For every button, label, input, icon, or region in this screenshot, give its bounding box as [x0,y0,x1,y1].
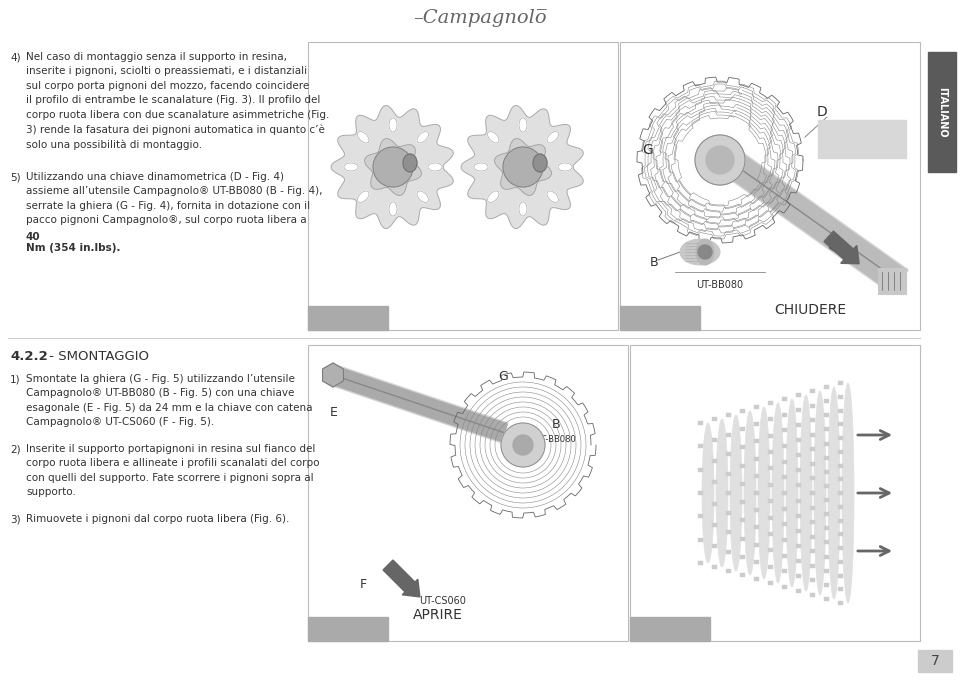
Text: 5): 5) [10,172,20,182]
Ellipse shape [680,239,720,265]
Bar [754,456,759,460]
Bar [712,523,717,527]
Bar [818,120,906,158]
Bar [768,581,773,585]
Bar [838,546,843,550]
Bar [698,514,703,518]
Bar [726,491,731,495]
Bar [754,508,759,512]
Text: Utilizzando una chiave dinamometrica (D - Fig. 4)
assieme all’utensile Campagnol: Utilizzando una chiave dinamometrica (D … [26,172,323,225]
Bar [754,560,759,564]
Bar [796,393,801,397]
Bar [726,569,731,573]
Ellipse shape [814,391,826,595]
Ellipse shape [744,411,756,575]
Bar [712,417,717,421]
Ellipse shape [417,191,428,203]
Bar [810,579,815,583]
Bar [824,568,829,573]
Bar [630,345,920,641]
Bar [824,385,829,389]
Bar [782,491,787,495]
Bar [796,454,801,458]
Bar [726,432,731,437]
Bar [838,518,843,522]
Bar [824,470,829,474]
Bar [620,306,700,330]
Bar [740,427,745,431]
Bar [726,549,731,554]
Bar [740,500,745,504]
Bar [754,439,759,443]
Bar [782,444,787,448]
Bar [740,555,745,559]
Bar [620,42,920,330]
Bar [838,491,843,495]
Ellipse shape [488,191,499,203]
Bar [810,403,815,407]
Polygon shape [331,105,453,228]
Bar [768,548,773,552]
Bar [838,436,843,440]
Text: 2): 2) [10,444,20,454]
Ellipse shape [772,403,784,583]
FancyArrow shape [383,560,420,597]
Bar [838,573,843,577]
Text: UT-BB080: UT-BB080 [696,280,744,290]
Ellipse shape [403,154,417,172]
Bar [796,408,801,412]
Bar [918,650,952,672]
Text: ITALIANO: ITALIANO [937,86,947,137]
Bar [838,464,843,468]
Ellipse shape [488,132,499,143]
Bar [810,447,815,452]
Bar [782,413,787,417]
Bar [768,450,773,454]
Text: UT-BB080: UT-BB080 [536,435,576,445]
Bar [810,389,815,393]
Bar [796,513,801,517]
Bar [810,520,815,524]
Bar [754,543,759,547]
Bar [740,409,745,413]
Bar [810,505,815,509]
Bar [740,445,745,449]
Bar [712,565,717,569]
Bar [824,441,829,445]
Bar [824,597,829,601]
Text: E: E [330,407,338,420]
Text: 1): 1) [10,374,20,384]
Bar [810,534,815,539]
Bar [768,499,773,503]
Ellipse shape [842,383,854,603]
Bar [630,617,710,641]
Ellipse shape [558,163,572,171]
Bar [726,530,731,534]
Bar [698,491,703,495]
Text: 3): 3) [10,514,20,524]
Bar [838,381,843,385]
Bar [824,512,829,516]
Bar [824,526,829,530]
Ellipse shape [428,163,442,171]
Bar [712,544,717,548]
Bar [838,409,843,413]
Bar [796,589,801,593]
Bar [698,561,703,565]
Ellipse shape [800,395,812,591]
Bar [838,532,843,537]
Text: G: G [498,371,508,384]
Text: Smontate la ghiera (G - Fig. 5) utilizzando l’utensile
Campagnolo® UT-BB080 (B -: Smontate la ghiera (G - Fig. 5) utilizza… [26,374,313,427]
Circle shape [501,423,545,467]
Bar [824,498,829,502]
Polygon shape [461,105,584,228]
Bar [796,574,801,578]
Text: - SMONTAGGIO: - SMONTAGGIO [45,350,149,363]
Ellipse shape [417,132,428,143]
Bar [928,52,956,172]
Bar [796,528,801,532]
Text: 40 Nm
(354 in.lbs): 40 Nm (354 in.lbs) [832,127,892,150]
Text: 6: 6 [665,622,674,636]
Ellipse shape [730,415,742,571]
Bar [810,564,815,568]
